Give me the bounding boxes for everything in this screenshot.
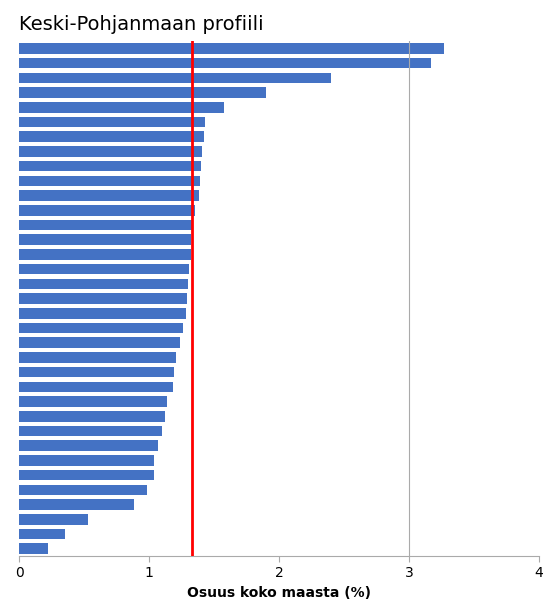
- Bar: [20, 220, 192, 230]
- Bar: [20, 234, 191, 245]
- Bar: [20, 161, 201, 172]
- Bar: [20, 146, 203, 157]
- Bar: [20, 117, 205, 127]
- Bar: [20, 132, 204, 142]
- Text: Keski-Pohjanmaan profiili: Keski-Pohjanmaan profiili: [20, 15, 264, 34]
- Bar: [20, 352, 176, 363]
- Bar: [20, 485, 147, 495]
- Bar: [20, 249, 191, 260]
- Bar: [20, 470, 155, 480]
- Bar: [20, 499, 133, 510]
- Bar: [20, 411, 165, 421]
- Bar: [20, 455, 155, 466]
- Bar: [20, 529, 65, 539]
- Bar: [20, 323, 183, 333]
- Bar: [20, 544, 48, 554]
- Bar: [20, 58, 431, 68]
- Bar: [20, 338, 180, 348]
- Bar: [20, 264, 189, 274]
- Bar: [20, 190, 199, 201]
- Bar: [20, 293, 187, 304]
- Bar: [20, 514, 88, 525]
- Bar: [20, 426, 162, 436]
- Bar: [20, 367, 174, 378]
- Bar: [20, 73, 331, 83]
- Bar: [20, 308, 185, 319]
- Bar: [20, 440, 158, 451]
- Bar: [20, 175, 200, 186]
- Bar: [20, 43, 444, 54]
- Bar: [20, 102, 224, 113]
- Bar: [20, 381, 172, 392]
- X-axis label: Osuus koko maasta (%): Osuus koko maasta (%): [187, 586, 371, 600]
- Bar: [20, 396, 167, 407]
- Bar: [20, 87, 266, 98]
- Bar: [20, 205, 195, 216]
- Bar: [20, 279, 188, 289]
